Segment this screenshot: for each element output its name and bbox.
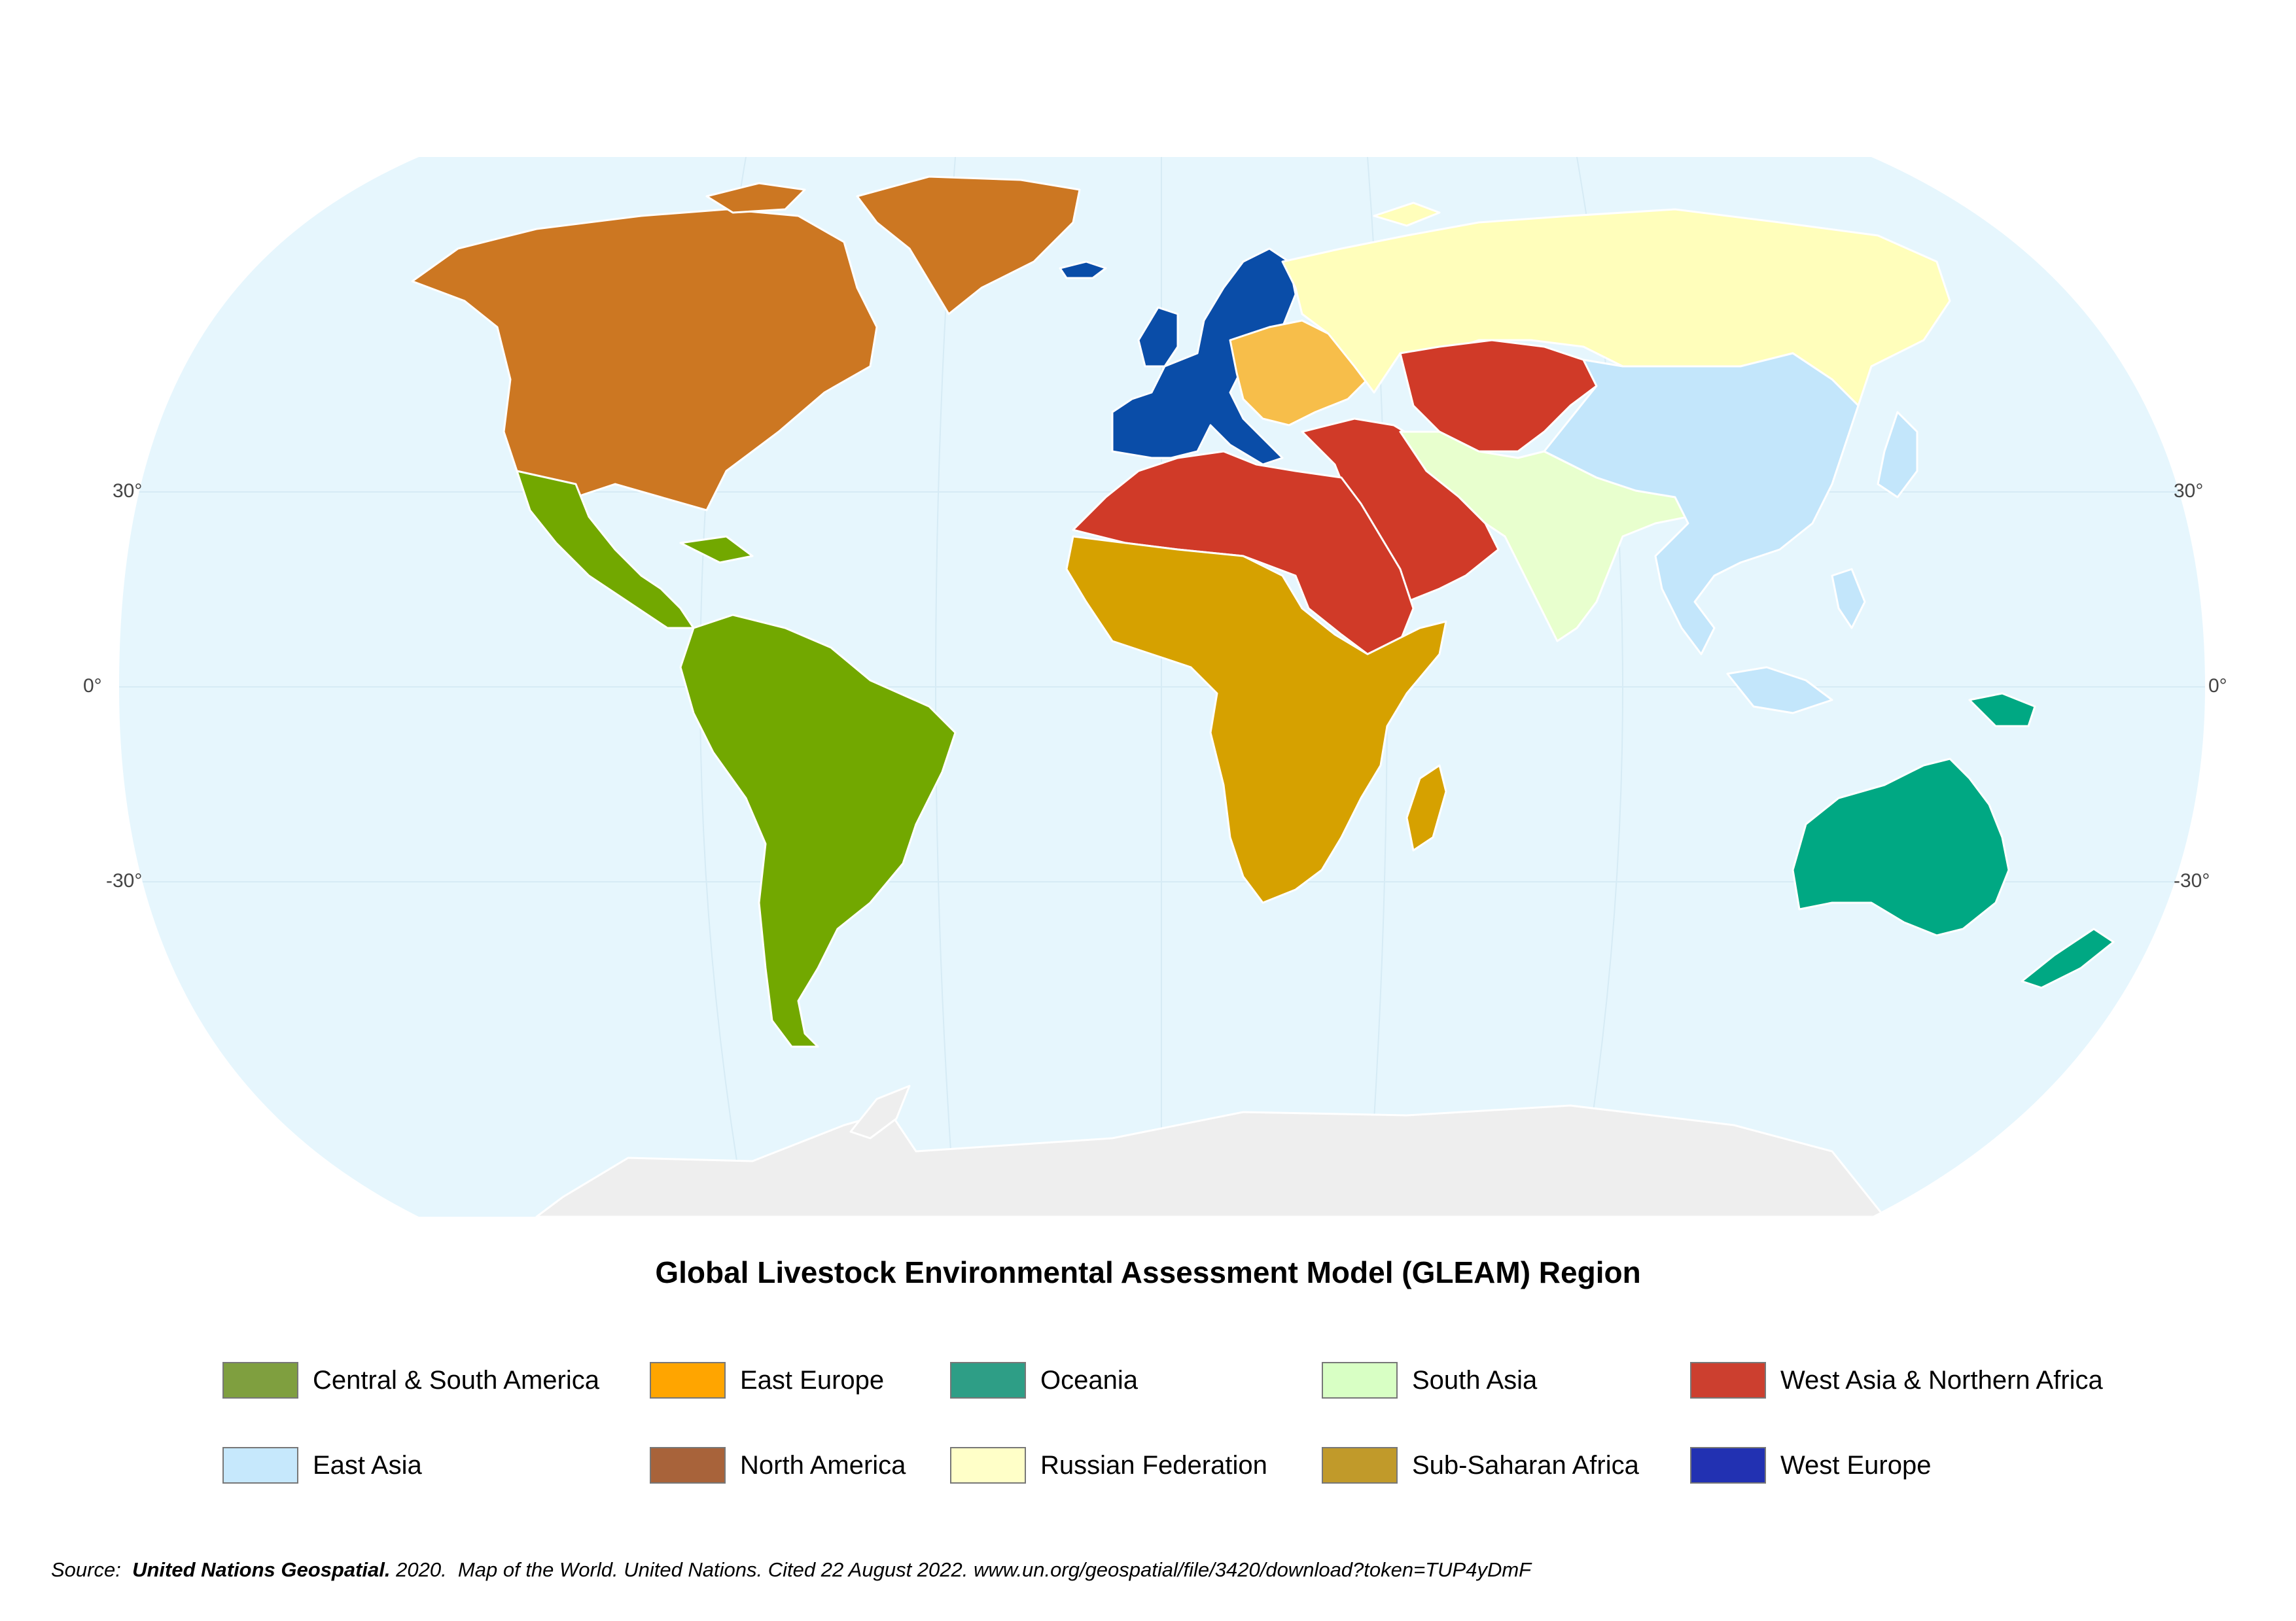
legend-swatch (1690, 1447, 1766, 1484)
map-title: Global Livestock Environmental Assessmen… (655, 1255, 1641, 1289)
legend-label: West Asia & Northern Africa (1780, 1365, 2103, 1395)
legend-label: Oceania (1040, 1365, 1138, 1395)
legend-label: East Europe (740, 1365, 885, 1395)
region-indonesia (1726, 666, 1833, 714)
legend-swatch (650, 1362, 726, 1399)
region-sub-saharan-africa (1065, 535, 1447, 904)
region-caribbean (679, 535, 754, 564)
region-uk (1137, 306, 1179, 368)
region-madagascar (1405, 764, 1447, 852)
region-north-america (411, 208, 878, 512)
legend-label: West Europe (1780, 1450, 1932, 1480)
region-greenland (856, 175, 1081, 315)
legend-swatch (1322, 1447, 1398, 1484)
region-philippines (1831, 568, 1866, 629)
legend-label: East Asia (313, 1450, 422, 1480)
latitude-label-minus30-left: -30° (106, 870, 143, 892)
antarctic-peninsula (849, 1085, 911, 1140)
legend-item-west-asia-northern-africa: West Asia & Northern Africa (1690, 1361, 2103, 1400)
legend-item-west-europe: West Europe (1690, 1446, 1932, 1485)
legend-label: Russian Federation (1040, 1450, 1267, 1480)
legend-item-north-america: North America (650, 1446, 906, 1485)
legend-swatch (222, 1362, 298, 1399)
region-russia-islands (1373, 201, 1441, 227)
legend-item-south-asia: South Asia (1322, 1361, 1537, 1400)
latitude-label-minus30-right: -30° (2174, 870, 2210, 892)
legend-item-oceania: Oceania (950, 1361, 1138, 1400)
legend-swatch (650, 1447, 726, 1484)
region-east-europe (1229, 319, 1369, 427)
latitude-label-30-right: 30° (2174, 480, 2204, 502)
source-details: 2020. Map of the World. United Nations. … (390, 1558, 1532, 1581)
legend-item-sub-saharan-africa: Sub-Saharan Africa (1322, 1446, 1639, 1485)
region-iceland (1059, 260, 1107, 279)
region-canada-islands (705, 182, 806, 214)
legend-item-east-asia: East Asia (222, 1446, 422, 1485)
region-north-africa (1072, 450, 1415, 655)
latitude-label-0-left: 0° (83, 675, 102, 697)
legend-item-central-south-america: Central & South America (222, 1361, 599, 1400)
region-japan (1877, 411, 1918, 498)
source-prefix: Source: (51, 1558, 133, 1581)
latitude-label-30-left: 30° (113, 480, 143, 502)
legend-item-east-europe: East Europe (650, 1361, 884, 1400)
latitude-label-0-right: 0° (2208, 675, 2227, 697)
legend-swatch (222, 1447, 298, 1484)
region-new-guinea (1968, 692, 2036, 727)
region-new-zealand (2021, 928, 2115, 989)
world-map (119, 157, 2205, 1217)
region-east-asia (1543, 352, 1860, 655)
legend-item-russian-federation: Russian Federation (950, 1446, 1267, 1485)
region-central-america (516, 470, 695, 629)
legend-label: Sub-Saharan Africa (1412, 1450, 1639, 1480)
source-citation: Source: United Nations Geospatial. 2020.… (51, 1558, 1531, 1582)
region-australia (1792, 758, 2010, 937)
legend-swatch (1690, 1362, 1766, 1399)
legend-label: North America (740, 1450, 906, 1480)
legend-swatch (950, 1362, 1026, 1399)
legend-swatch (950, 1447, 1026, 1484)
legend-swatch (1322, 1362, 1398, 1399)
region-south-america (679, 614, 957, 1048)
source-organization: United Nations Geospatial. (132, 1558, 391, 1581)
legend-label: South Asia (1412, 1365, 1538, 1395)
legend-label: Central & South America (313, 1365, 599, 1395)
